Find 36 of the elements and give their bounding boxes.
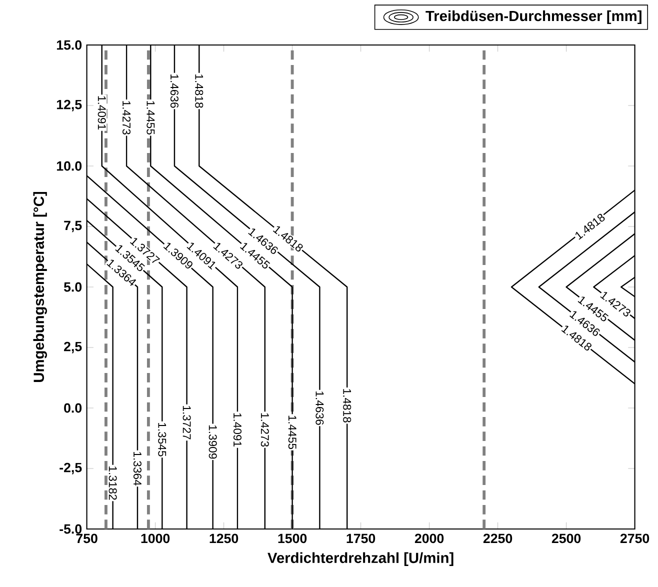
annotation: 1.4091 <box>98 96 106 130</box>
annotation: 1.3364 <box>133 452 142 486</box>
y-tick-label: 0.0 <box>64 403 82 413</box>
y-tick-label: 5.0 <box>64 282 82 292</box>
x-tick-label: 2500 <box>552 534 581 544</box>
annotation: 1.4636 <box>170 74 178 108</box>
y-tick-label: 15.0 <box>56 40 82 50</box>
y-tick-label: -2,5 <box>60 462 82 474</box>
y-tick-label: 7,5 <box>64 220 82 232</box>
annotation: 1.4273 <box>122 101 131 134</box>
y-tick-label: 12,5 <box>56 100 82 112</box>
x-tick-label: 1500 <box>278 534 307 544</box>
annotation: 1.4273 <box>260 413 269 447</box>
annotation: 1.3182 <box>108 466 117 500</box>
annotation: 1.4636 <box>316 392 324 425</box>
y-axis-title: Umgebungstemperatur [°C] <box>33 192 47 382</box>
x-tick-label: 750 <box>76 534 98 544</box>
x-tick-label: 2750 <box>620 534 650 544</box>
annotation: 1.3545 <box>158 422 166 456</box>
x-tick-label: 2000 <box>414 534 444 544</box>
annotation: 1.4818 <box>195 74 204 108</box>
y-tick-label: 10.0 <box>56 161 82 171</box>
x-tick-label: 1250 <box>210 534 238 544</box>
x-tick-label: 1000 <box>141 534 170 544</box>
annotation: 1.3909 <box>208 425 217 459</box>
legend-title: Treibdüsen-Durchmesser [mm] <box>426 10 642 24</box>
annotation: 1.3727 <box>182 406 191 440</box>
x-axis-title: Verdichterdrehzahl [U/min] <box>268 552 454 566</box>
y-tick-label: -5.0 <box>60 524 82 534</box>
y-tick-label: 2,5 <box>64 342 82 354</box>
x-tick-label: 1750 <box>346 534 376 544</box>
annotation: 1.4818 <box>343 389 352 422</box>
annotation: 1.4455 <box>146 101 155 134</box>
annotation: 1.4091 <box>233 413 242 447</box>
annotation: 1.4455 <box>288 416 296 450</box>
x-tick-label: 2250 <box>483 534 512 544</box>
